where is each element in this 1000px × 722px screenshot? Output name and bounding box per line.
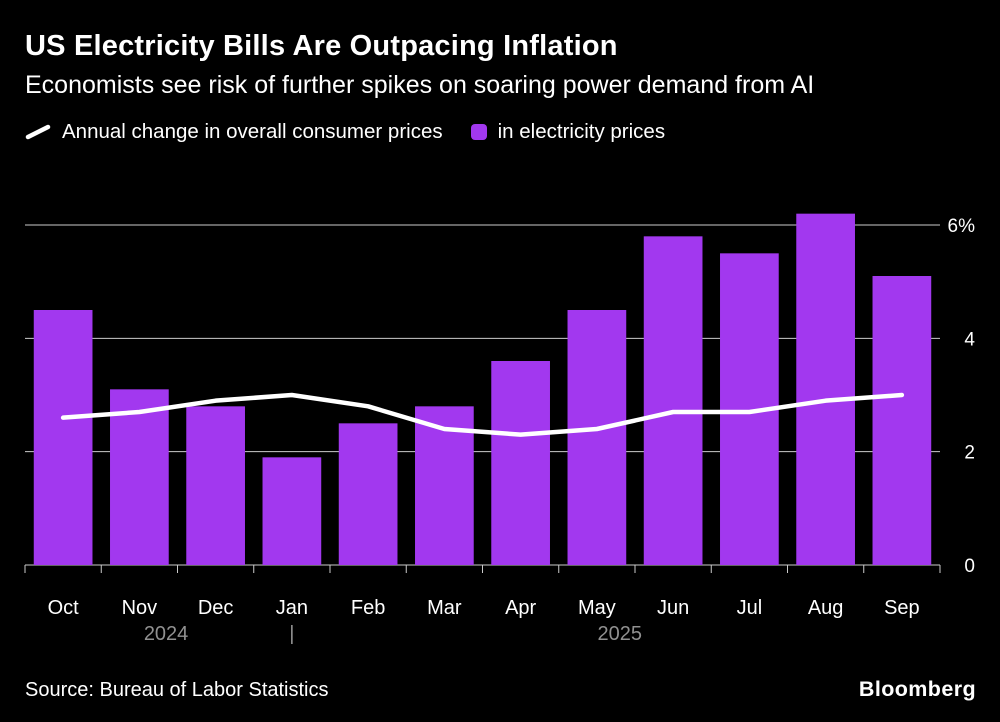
chart-subtitle: Economists see risk of further spikes on…	[25, 71, 815, 99]
x-axis-label: May	[578, 597, 616, 619]
legend-label-electricity-prices: in electricity prices	[497, 120, 666, 143]
source-note: Source: Bureau of Labor Statistics	[25, 679, 329, 701]
bar-nov	[110, 389, 169, 565]
x-axis-label: Feb	[351, 597, 385, 619]
y-axis-label: 2	[964, 443, 975, 464]
x-axis-label: Mar	[427, 597, 462, 619]
x-axis-label: Jun	[657, 597, 689, 619]
x-axis-label: Jul	[737, 597, 763, 619]
bar-apr	[491, 361, 550, 565]
x-axis-label: Aug	[808, 597, 844, 619]
legend-item-electricity-prices: in electricity prices	[470, 120, 666, 144]
bar-sep	[872, 276, 932, 565]
bar-jan	[262, 457, 322, 565]
x-axis-label: Dec	[198, 597, 234, 619]
x-axis-label: Jan	[276, 597, 308, 619]
legend: Annual change in overall consumer prices…	[25, 120, 665, 144]
year-label: 2025	[598, 623, 643, 645]
y-axis-label: 6%	[948, 216, 976, 237]
bar-jun	[643, 236, 703, 566]
bar-may	[567, 310, 627, 565]
chart-title: US Electricity Bills Are Outpacing Infla…	[25, 30, 618, 62]
line-series-icon	[25, 124, 51, 140]
y-axis-label: 0	[964, 556, 975, 577]
bar-mar	[415, 406, 474, 565]
x-axis-label: Nov	[122, 597, 158, 619]
bar-feb	[338, 423, 398, 565]
bar-series-icon	[470, 124, 487, 140]
bar-oct	[33, 310, 93, 565]
year-divider: |	[289, 623, 294, 645]
bar-aug	[796, 213, 855, 565]
x-axis-label: Oct	[48, 597, 80, 619]
y-axis-label: 4	[964, 329, 975, 350]
x-axis-label: Sep	[884, 597, 920, 619]
x-axis-label: Apr	[505, 597, 536, 619]
legend-item-consumer-prices: Annual change in overall consumer prices	[25, 120, 443, 144]
consumer-prices-line	[60, 392, 905, 437]
bar-dec	[186, 406, 245, 565]
year-label: 2024	[144, 623, 189, 645]
bar-line-chart: 0 2 4 6% Oct Nov Dec Jan Feb Mar Apr May Jun Jul Aug Se…	[24, 213, 976, 645]
legend-label-consumer-prices: Annual change in overall consumer prices	[62, 120, 443, 143]
bloomberg-logo: Bloomberg	[858, 677, 976, 701]
